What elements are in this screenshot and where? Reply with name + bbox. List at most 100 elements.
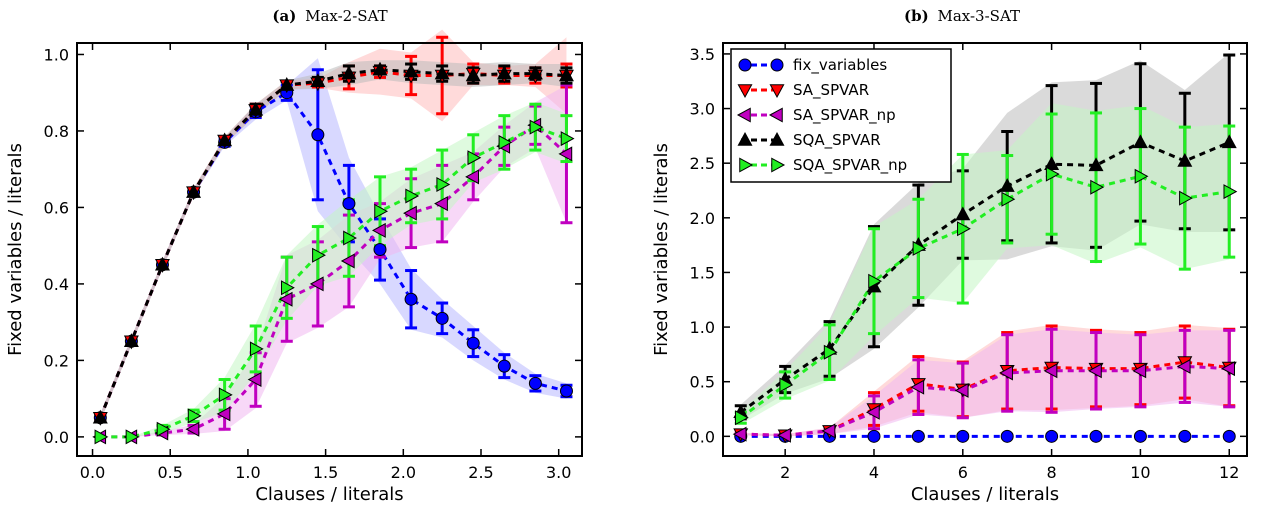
point-SQA_SPVAR_np bbox=[1179, 190, 1193, 206]
panel-title: (b) Max-3-SAT bbox=[904, 7, 1020, 25]
x-ticks: 0.0 0.5 1.0 1.5 2.0 2.5 3.0 bbox=[80, 43, 571, 482]
x-ticks: 2 4 6 8 10 12 bbox=[780, 43, 1239, 482]
x-tick-label: 2.0 bbox=[391, 463, 416, 482]
point-SA_SPVAR_np bbox=[910, 379, 925, 395]
legend-marker bbox=[768, 107, 783, 123]
y-tick-label: 0.2 bbox=[44, 351, 69, 370]
legend-label: SQA_SPVAR_np bbox=[793, 156, 907, 175]
point-SQA_SPVAR_np bbox=[1045, 166, 1060, 182]
point-SQA_SPVAR_np bbox=[868, 273, 883, 289]
line-fix_variables bbox=[98, 90, 567, 419]
y-tick-label: 2.0 bbox=[690, 209, 715, 228]
point-fix_variables bbox=[497, 359, 511, 373]
legend: fix_variables SA_SPVAR SA_SPVAR_np SQA_SPVA… bbox=[730, 48, 952, 183]
y-tick-label: 0.6 bbox=[44, 198, 69, 217]
point-SA_SPVAR_np bbox=[309, 276, 324, 292]
panel-title-prefix: (a) bbox=[272, 7, 296, 25]
point-SQA_SPVAR_np bbox=[125, 429, 140, 445]
y-tick-label: 1.0 bbox=[44, 45, 69, 64]
point-SQA_SPVAR bbox=[92, 409, 108, 424]
point-SQA_SPVAR bbox=[310, 73, 326, 87]
y-ticks: 0.0 0.2 0.4 0.6 0.8 1.0 bbox=[44, 45, 582, 447]
point-SQA_SPVAR bbox=[123, 333, 139, 348]
point-SQA_SPVAR_np bbox=[281, 280, 295, 296]
point-SQA_SPVAR_np bbox=[735, 410, 749, 426]
y-tick-label: 1.5 bbox=[690, 263, 715, 282]
point-SQA_SPVAR_np bbox=[823, 344, 838, 360]
legend-marker bbox=[771, 157, 786, 173]
point-SQA_SPVAR bbox=[496, 65, 512, 80]
x-tick-label: 3.0 bbox=[546, 463, 571, 482]
x-tick-label: 0.0 bbox=[80, 463, 105, 482]
panel-title: (a) Max-2-SAT bbox=[272, 7, 387, 25]
legend-marker bbox=[769, 84, 785, 99]
point-SQA_SPVAR_np bbox=[187, 408, 202, 424]
band-SQA_SPVAR_np bbox=[740, 103, 1230, 425]
point-SA_SPVAR_np bbox=[1087, 363, 1102, 379]
y-tick-label: 0.0 bbox=[690, 427, 715, 446]
panel-title-text: Max-2-SAT bbox=[305, 7, 387, 25]
point-SQA_SPVAR_np bbox=[529, 119, 544, 135]
series-lines bbox=[739, 140, 1230, 438]
legend-marker bbox=[769, 131, 785, 146]
point-SA_SPVAR_np bbox=[247, 372, 262, 388]
point-SQA_SPVAR bbox=[341, 65, 357, 80]
point-fix_variables bbox=[1089, 429, 1103, 443]
point-fix_variables bbox=[1178, 429, 1192, 443]
point-SA_SPVAR_np bbox=[216, 406, 231, 422]
point-SQA_SPVAR bbox=[279, 77, 295, 91]
legend-marker bbox=[738, 58, 752, 72]
error-bands bbox=[100, 29, 567, 437]
point-SQA_SPVAR_np bbox=[1223, 184, 1238, 200]
point-SA_SPVAR_np bbox=[403, 205, 417, 221]
legend-entry: fix_variables bbox=[738, 56, 887, 75]
point-SQA_SPVAR bbox=[434, 65, 450, 80]
point-SA_SPVAR_np bbox=[340, 253, 355, 269]
legend-label: fix_variables bbox=[793, 56, 887, 75]
point-SA_SPVAR_np bbox=[278, 291, 293, 307]
point-SQA_SPVAR_np bbox=[957, 221, 971, 237]
point-SA_SPVAR_np bbox=[1132, 363, 1147, 379]
point-SQA_SPVAR_np bbox=[467, 150, 482, 166]
point-SA_SPVAR_np bbox=[1221, 361, 1235, 377]
band-fix_variables bbox=[100, 58, 567, 422]
legend-marker bbox=[736, 107, 751, 123]
panel-max-3-sat: (b) Max-3-SAT 2 4 6 8 10 12 0.0 0.5 1.0 1.5 2.0 2.… bbox=[651, 7, 1248, 505]
legend-marker bbox=[737, 131, 753, 146]
panel-max-2-sat: (a) Max-2-SAT 0.0 0.5 1.0 1.5 2.0 2.5 3.0 0.0 0… bbox=[5, 7, 583, 505]
point-SQA_SPVAR bbox=[955, 206, 971, 221]
x-tick-label: 12 bbox=[1219, 463, 1239, 482]
point-SQA_SPVAR bbox=[999, 178, 1015, 192]
point-SQA_SPVAR_np bbox=[1090, 179, 1105, 195]
point-fix_variables bbox=[956, 429, 970, 443]
point-SQA_SPVAR_np bbox=[436, 177, 451, 192]
series-markers bbox=[732, 134, 1238, 444]
x-tick-label: 6 bbox=[958, 463, 968, 482]
point-SA_SPVAR_np bbox=[1176, 358, 1191, 374]
legend-entry: SQA_SPVAR bbox=[737, 131, 881, 150]
point-SQA_SPVAR_np bbox=[498, 134, 513, 150]
line-SA_SPVAR_np bbox=[740, 364, 1230, 437]
y-axis-label: Fixed variables / literals bbox=[651, 143, 672, 356]
point-SQA_SPVAR_np bbox=[218, 387, 233, 403]
series-markers bbox=[92, 61, 575, 445]
x-axis-label: Clauses / literals bbox=[911, 484, 1059, 505]
y-tick-label: 0.0 bbox=[44, 428, 69, 447]
point-SQA_SPVAR_np bbox=[249, 341, 264, 357]
point-SQA_SPVAR_np bbox=[94, 429, 109, 445]
point-SA_SPVAR_np bbox=[434, 196, 448, 212]
point-SQA_SPVAR bbox=[465, 67, 481, 82]
point-fix_variables bbox=[1045, 429, 1059, 443]
y-tick-label: 0.5 bbox=[690, 373, 715, 392]
point-SQA_SPVAR_np bbox=[779, 377, 794, 393]
series-lines bbox=[98, 68, 568, 439]
point-fix_variables bbox=[342, 197, 356, 211]
y-axis-label: Fixed variables / literals bbox=[5, 143, 26, 356]
line-SA_SPVAR_np bbox=[100, 123, 568, 439]
point-SA_SPVAR_np bbox=[185, 421, 200, 437]
point-SA_SPVAR_np bbox=[465, 169, 479, 185]
point-fix_variables bbox=[559, 384, 573, 398]
legend-marker bbox=[737, 84, 753, 99]
point-SQA_SPVAR bbox=[1177, 152, 1193, 167]
